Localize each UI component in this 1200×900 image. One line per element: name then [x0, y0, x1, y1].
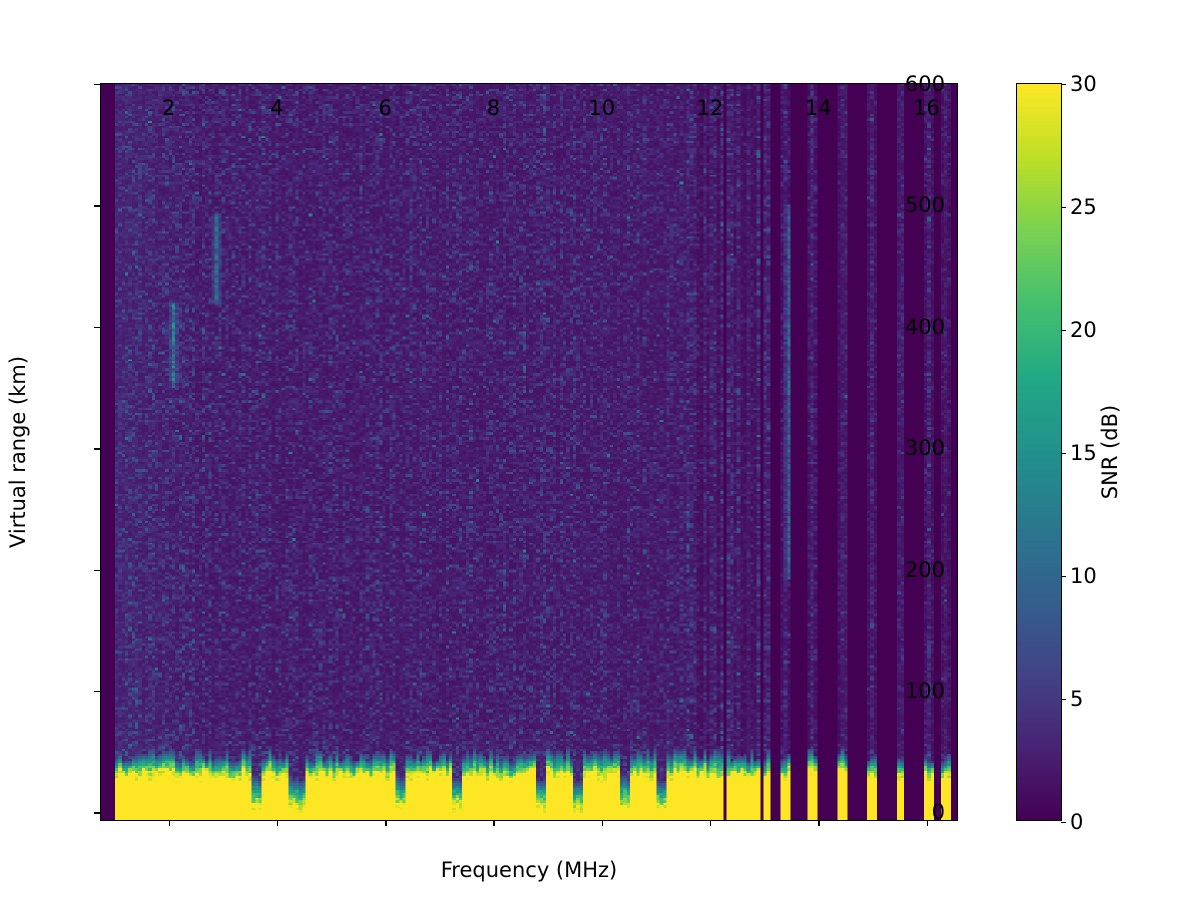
y-tick-label: 300	[904, 436, 945, 461]
y-tick-mark	[94, 569, 100, 571]
y-tick-label: 200	[904, 557, 945, 582]
x-tick-label: 6	[378, 96, 392, 120]
x-tick-mark	[493, 820, 495, 826]
colorbar-tick-label: 0	[1070, 810, 1084, 834]
colorbar-tick-mark	[1061, 330, 1066, 332]
x-tick-mark	[276, 820, 279, 826]
x-tick-label: 10	[588, 96, 616, 120]
y-tick-mark	[94, 690, 100, 693]
colorbar-tick-mark	[1061, 207, 1066, 209]
colorbar-tick-label: 30	[1070, 72, 1097, 96]
colorbar-title: SNR (dB)	[1098, 404, 1122, 500]
y-tick-mark	[94, 205, 100, 207]
colorbar-tick-label: 10	[1070, 564, 1097, 588]
x-tick-label: 16	[913, 96, 940, 120]
plot-area: 0 100 200 300 400 500 600 2 4 6 8 10 12 14 16	[94, 72, 958, 826]
y-tick-mark	[94, 448, 100, 450]
x-tick-mark	[818, 820, 820, 826]
x-tick-mark	[168, 820, 171, 826]
colorbar-tick-mark	[1061, 822, 1066, 824]
colorbar: 0 5 10 15 20 25 30	[1016, 72, 1097, 834]
y-tick-label: 400	[904, 314, 945, 339]
colorbar-tick-mark	[1061, 84, 1066, 86]
y-tick-label: 600	[904, 72, 945, 96]
colorbar-tick-mark	[1061, 453, 1066, 455]
x-tick-mark	[601, 820, 604, 826]
x-tick-label: 4	[270, 96, 284, 120]
x-tick-label: 12	[696, 96, 724, 120]
x-tick-mark	[709, 820, 712, 826]
y-tick-mark	[94, 812, 100, 814]
y-tick-mark	[94, 326, 100, 329]
colorbar-tick-mark	[1061, 699, 1066, 701]
x-tick-mark	[385, 820, 387, 826]
y-tick-label: 500	[904, 193, 945, 218]
colorbar-tick-label: 20	[1070, 318, 1097, 342]
y-tick-label: 100	[904, 678, 945, 703]
y-tick-label: 0	[931, 800, 945, 825]
x-tick-label: 2	[161, 96, 176, 120]
colorbar-tick-label: 5	[1070, 687, 1084, 711]
x-tick-mark	[926, 820, 928, 826]
colorbar-tick-label: 25	[1070, 195, 1097, 219]
x-tick-label: 8	[486, 96, 501, 120]
colorbar-tick-label: 15	[1070, 441, 1097, 465]
x-axis-title: Frequency (MHz)	[440, 858, 618, 882]
ionogram-heatmap	[101, 84, 957, 820]
x-tick-label: 14	[804, 96, 832, 120]
colorbar-gradient	[1017, 84, 1061, 820]
y-axis-title: Virtual range (km)	[6, 355, 30, 549]
y-tick-mark	[94, 84, 100, 86]
colorbar-tick-mark	[1061, 576, 1066, 578]
